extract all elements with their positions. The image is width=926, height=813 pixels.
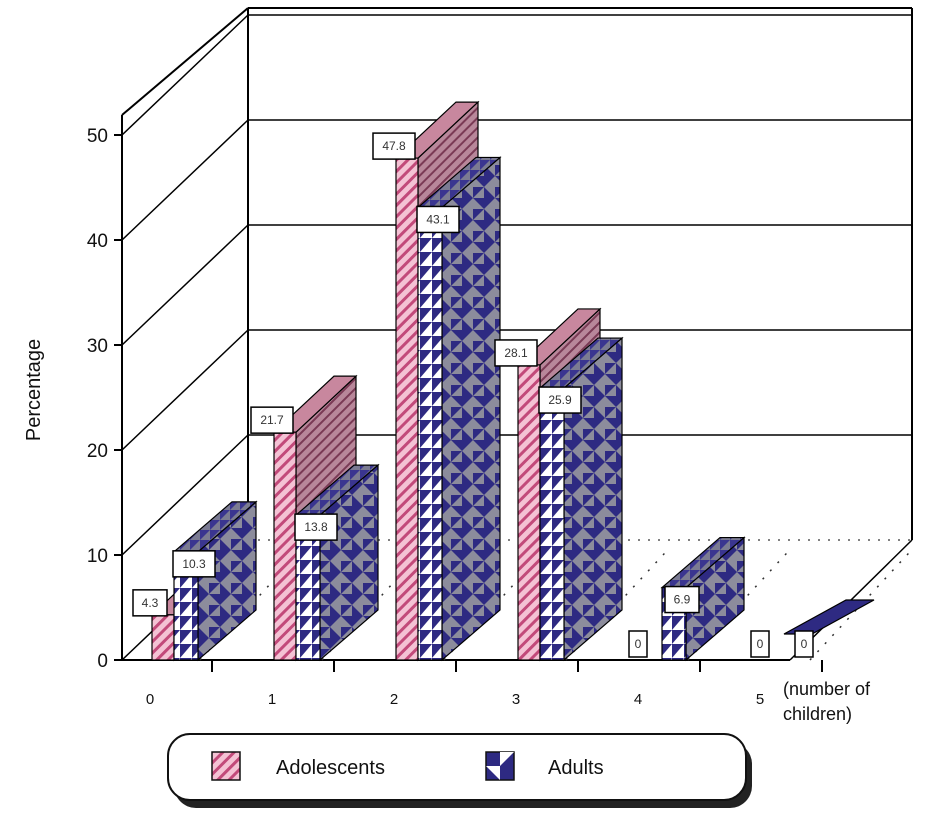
bar-adults-3: [538, 336, 624, 662]
gridline-side-30: [121, 224, 249, 346]
data-label-adolescents-3-box: [494, 339, 538, 367]
bar-adults-1: [294, 463, 380, 662]
legend-box: [167, 733, 747, 801]
legend-label-adolescents: Adolescents: [276, 757, 385, 779]
bar-adults-0: [172, 500, 258, 662]
data-label-adults-0-box: [172, 550, 216, 578]
data-label-adults-3-box: [538, 386, 582, 414]
data-label-adults-5-box: [794, 630, 814, 658]
gridline-side-10: [121, 434, 249, 556]
y-tick-label-20: 20: [87, 441, 108, 462]
bar-adolescents-0-front: [151, 614, 175, 661]
data-label-adolescents-5: 0: [757, 637, 764, 651]
data-label-adolescents-0: 4.3: [142, 596, 159, 610]
bar-adolescents-3-front: [517, 364, 541, 661]
y-axis-ticks: 0 10 20 30 40 50: [87, 126, 122, 672]
bar-adults-2-front: [417, 206, 443, 661]
x-axis-ticks: 0 1 2 3 4 5: [146, 691, 764, 708]
y-axis-label: Percentage: [23, 339, 45, 441]
gridline-side-40: [121, 119, 249, 241]
bar-adults-3-front: [539, 387, 565, 661]
data-label-adolescents-4-box: [628, 630, 648, 658]
y-tick-label-40: 40: [87, 231, 108, 252]
x-tick-label-4: 4: [634, 691, 642, 708]
data-label-adults-4-box: [664, 585, 700, 614]
y-tick-label-0: 0: [97, 651, 108, 672]
gridline-side-20: [121, 329, 249, 451]
x-axis-label-line2: children): [783, 704, 852, 724]
legend-label-adults: Adults: [548, 757, 604, 779]
data-label-adults-4: 6.9: [674, 593, 691, 607]
y-tick-label-50: 50: [87, 126, 108, 147]
data-label-adults-0: 10.3: [182, 557, 206, 571]
data-label-adolescents-3: 28.1: [504, 346, 528, 360]
bar-adolescents-2-front: [395, 157, 419, 661]
bar-adults-2: [416, 156, 502, 662]
x-tick-label-5: 5: [756, 691, 764, 708]
data-label-adolescents-2-box: [372, 132, 416, 160]
data-label-adolescents-5-box: [750, 630, 770, 658]
gridline-side-50: [121, 14, 249, 136]
data-label-adults-1-box: [294, 513, 338, 541]
legend-swatch-adolescents: [211, 751, 241, 781]
data-label-adolescents-2: 47.8: [382, 139, 406, 153]
bar-adults-5-slab: [783, 599, 875, 635]
data-label-adults-2-box: [416, 205, 460, 234]
data-label-adolescents-4: 0: [635, 637, 642, 651]
data-labels-group: 4.3 10.3 21.7 13.8 47.8 43.1 28.1 25.9 0 6.9 0 0: [132, 132, 814, 658]
x-tick-label-0: 0: [146, 691, 154, 708]
x-axis-label-line1: (number of: [783, 679, 871, 699]
chart-walls: [121, 7, 913, 660]
x-tick-label-2: 2: [390, 691, 398, 708]
side-wall-top-edge: [121, 7, 249, 116]
x-tick-label-3: 3: [512, 691, 520, 708]
data-label-adolescents-1: 21.7: [260, 413, 284, 427]
y-tick-label-10: 10: [87, 546, 108, 567]
x-tick-label-1: 1: [268, 691, 276, 708]
bars-group: [150, 100, 875, 662]
data-label-adolescents-0-box: [132, 589, 168, 617]
data-label-adults-3: 25.9: [548, 393, 572, 407]
legend-swatch-adults: [485, 751, 515, 781]
data-label-adults-1: 13.8: [304, 520, 328, 534]
data-label-adolescents-1-box: [250, 406, 294, 434]
y-tick-label-30: 30: [87, 336, 108, 357]
bar-adolescents-1-front: [273, 431, 297, 661]
data-label-adults-5: 0: [801, 637, 808, 651]
data-label-adults-2: 43.1: [426, 212, 450, 226]
legend: Adolescents Adults: [167, 733, 752, 808]
